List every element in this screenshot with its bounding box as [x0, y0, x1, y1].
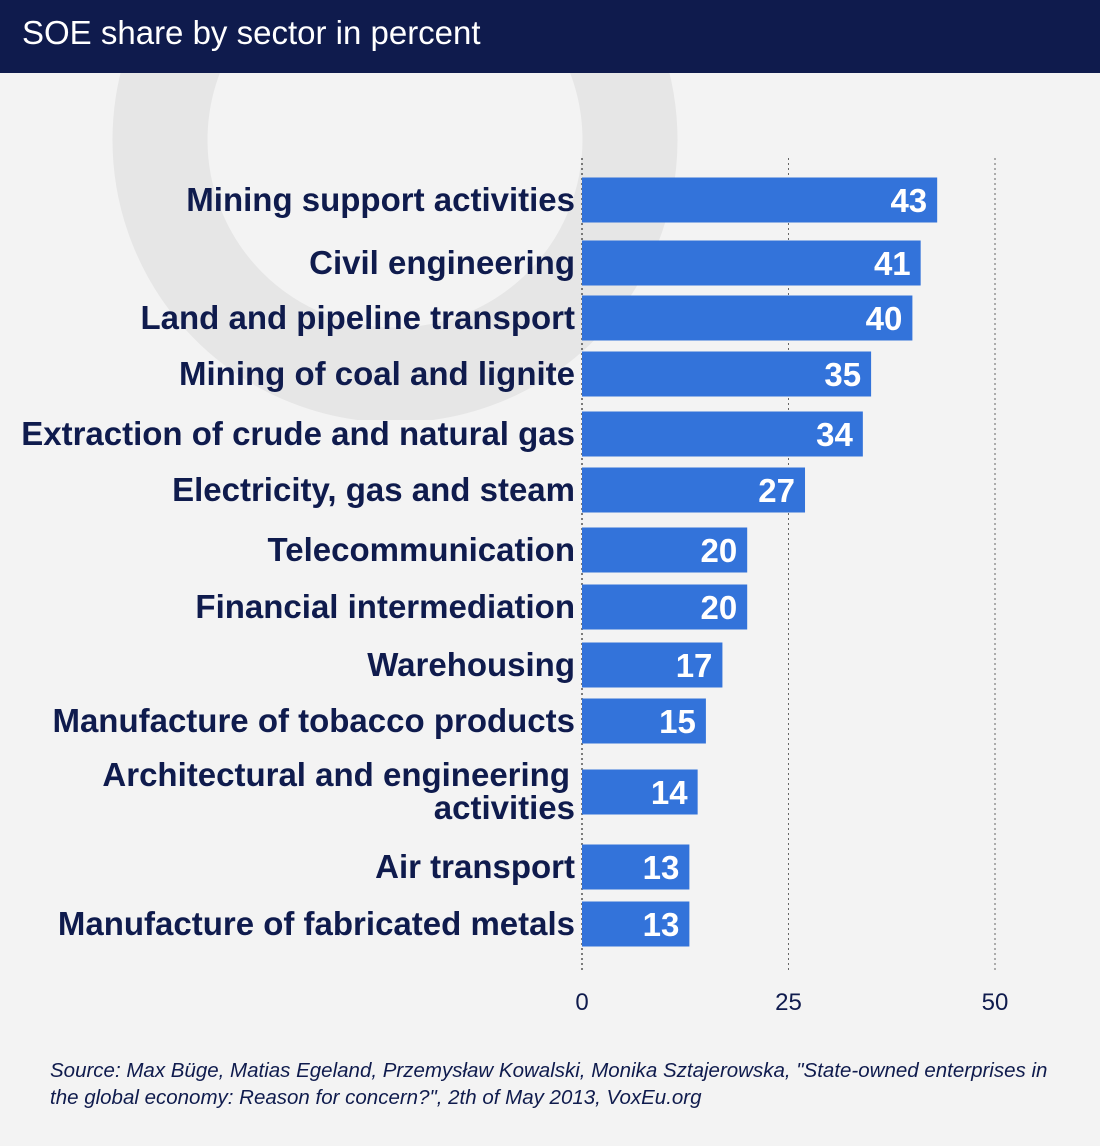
bar	[582, 411, 863, 457]
bar-value-label: 15	[659, 703, 696, 740]
bar-value-label: 13	[643, 849, 680, 886]
chart-title: SOE share by sector in percent	[22, 14, 481, 51]
bar-value-label: 35	[824, 356, 861, 393]
bar-value-label: 14	[651, 774, 688, 811]
bar	[582, 698, 706, 744]
source-note: Source: Max Büge, Matias Egeland, Przemy…	[50, 1059, 1048, 1109]
x-tick-label: 0	[575, 989, 588, 1016]
bar-value-label: 17	[676, 647, 713, 684]
category-label: Electricity, gas and steam	[172, 471, 575, 508]
bar-value-label: 40	[866, 300, 903, 337]
bar	[582, 584, 748, 630]
category-label: Manufacture of fabricated metals	[58, 905, 575, 942]
category-label: Financial intermediation	[195, 588, 575, 625]
bar	[582, 844, 690, 890]
bar-value-label: 20	[700, 532, 737, 569]
bar	[582, 901, 690, 947]
bar-chart: 0 25 50 43 Mining support activities 41 Civil …	[21, 158, 1009, 1016]
bar	[582, 295, 913, 341]
category-label: Telecommunication	[268, 531, 575, 568]
bar	[582, 240, 921, 286]
category-label: Mining of coal and lignite	[179, 355, 575, 392]
category-label: Extraction of crude and natural gas	[21, 415, 575, 452]
bar-value-label: 20	[700, 589, 737, 626]
bar-value-label: 13	[643, 906, 680, 943]
x-tick-label: 25	[775, 989, 802, 1016]
bar-value-label: 43	[890, 182, 927, 219]
category-label: Mining support activities	[186, 181, 575, 218]
bar	[582, 769, 698, 815]
bar-value-label: 41	[874, 245, 911, 282]
bar	[582, 527, 748, 573]
bar	[582, 467, 806, 513]
header-bar: SOE share by sector in percent	[0, 0, 1100, 73]
bar	[582, 642, 723, 688]
bar-value-label: 34	[816, 416, 853, 453]
category-label: Warehousing	[367, 646, 575, 683]
category-label: Architectural and engineering activities	[102, 756, 575, 826]
category-label: Civil engineering	[309, 244, 575, 281]
bar-value-label: 27	[758, 472, 795, 509]
bar	[582, 177, 938, 223]
bar	[582, 351, 872, 397]
category-label: Land and pipeline transport	[140, 299, 575, 336]
category-label: Manufacture of tobacco products	[52, 702, 575, 739]
x-tick-label: 50	[982, 989, 1009, 1016]
category-label: Air transport	[375, 848, 575, 885]
